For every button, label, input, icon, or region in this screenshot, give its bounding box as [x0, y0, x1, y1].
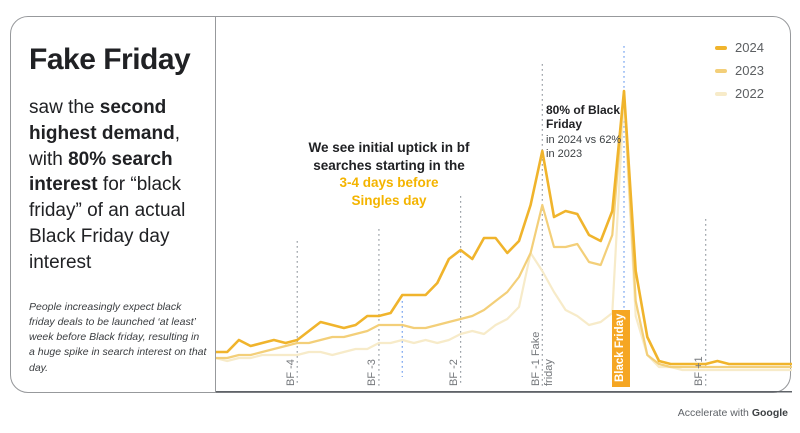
x-label-bf--1-fake-friday: BF -1 Fake friday [530, 332, 555, 386]
legend-swatch-2023 [715, 68, 727, 73]
annotation-80-percent: 80% of Black Friday in 2024 vs 62% in 20… [546, 103, 632, 161]
legend-label: 2024 [735, 40, 764, 55]
card: Fake Friday saw the second highest deman… [10, 16, 792, 394]
headline-segment: , with [29, 122, 180, 170]
x-label-line: BF -1 Fake [529, 331, 542, 386]
x-label-bf-+1: BF +1 [693, 356, 706, 386]
legend-item-2023: 2023 [715, 62, 764, 79]
headline-paragraph: saw the second highest demand, with 80% … [29, 95, 203, 276]
series-line-2023 [216, 89, 792, 369]
footer-prefix: Accelerate with [677, 407, 752, 419]
x-label-line: BF -4 [284, 359, 297, 386]
x-label-black-friday-chip: Black Friday [612, 309, 630, 387]
x-label-line: BF +1 [693, 356, 706, 386]
footnote: People increasingly expect black friday … [29, 300, 207, 374]
legend-label: 2023 [735, 63, 764, 78]
line-chart [216, 46, 792, 393]
page-title: Fake Friday [29, 43, 191, 76]
x-label-line: friday [542, 359, 555, 386]
chart-area: 2024 2023 2022 We see initial uptick in bf… [216, 17, 792, 394]
annotation-80-rest: in 2024 vs 62% in 2023 [546, 133, 622, 160]
legend-item-2024: 2024 [715, 39, 764, 56]
footer-brand: Google [751, 407, 788, 419]
legend-swatch-2024 [715, 45, 727, 50]
series-line-2022 [216, 95, 792, 372]
x-label-bf--3: BF -3 [366, 359, 379, 386]
x-label-bf--4: BF -4 [285, 359, 298, 386]
annotation-uptick-line: We see initial uptick in bf [308, 140, 470, 155]
headline-bold-segment: 80% search interest [29, 148, 173, 196]
headline-segment: saw the [29, 97, 100, 118]
chart-legend: 2024 2023 2022 [715, 39, 764, 108]
series-line-2024 [216, 89, 792, 366]
annotation-80-bold: 80% of Black Friday [546, 103, 621, 132]
legend-label: 2022 [735, 86, 764, 101]
x-label-line: BF -3 [366, 359, 379, 386]
headline-segment: for “black friday” of an actual Black Fr… [29, 174, 186, 273]
annotation-uptick-line: 3-4 days before [339, 175, 439, 191]
x-label-bf--2: BF -2 [448, 359, 461, 386]
footer: Accelerate with Google [678, 407, 788, 419]
legend-item-2022: 2022 [715, 85, 764, 102]
x-label-line: BF -2 [448, 359, 461, 386]
annotation-uptick: We see initial uptick in bf searches star… [297, 139, 481, 209]
annotation-uptick-line: Singles day [351, 192, 427, 208]
left-panel: Fake Friday saw the second highest deman… [11, 17, 216, 392]
headline-bold-segment: second highest demand [29, 97, 175, 144]
annotation-uptick-line: searches starting in the [313, 157, 465, 173]
legend-swatch-2022 [715, 91, 727, 96]
